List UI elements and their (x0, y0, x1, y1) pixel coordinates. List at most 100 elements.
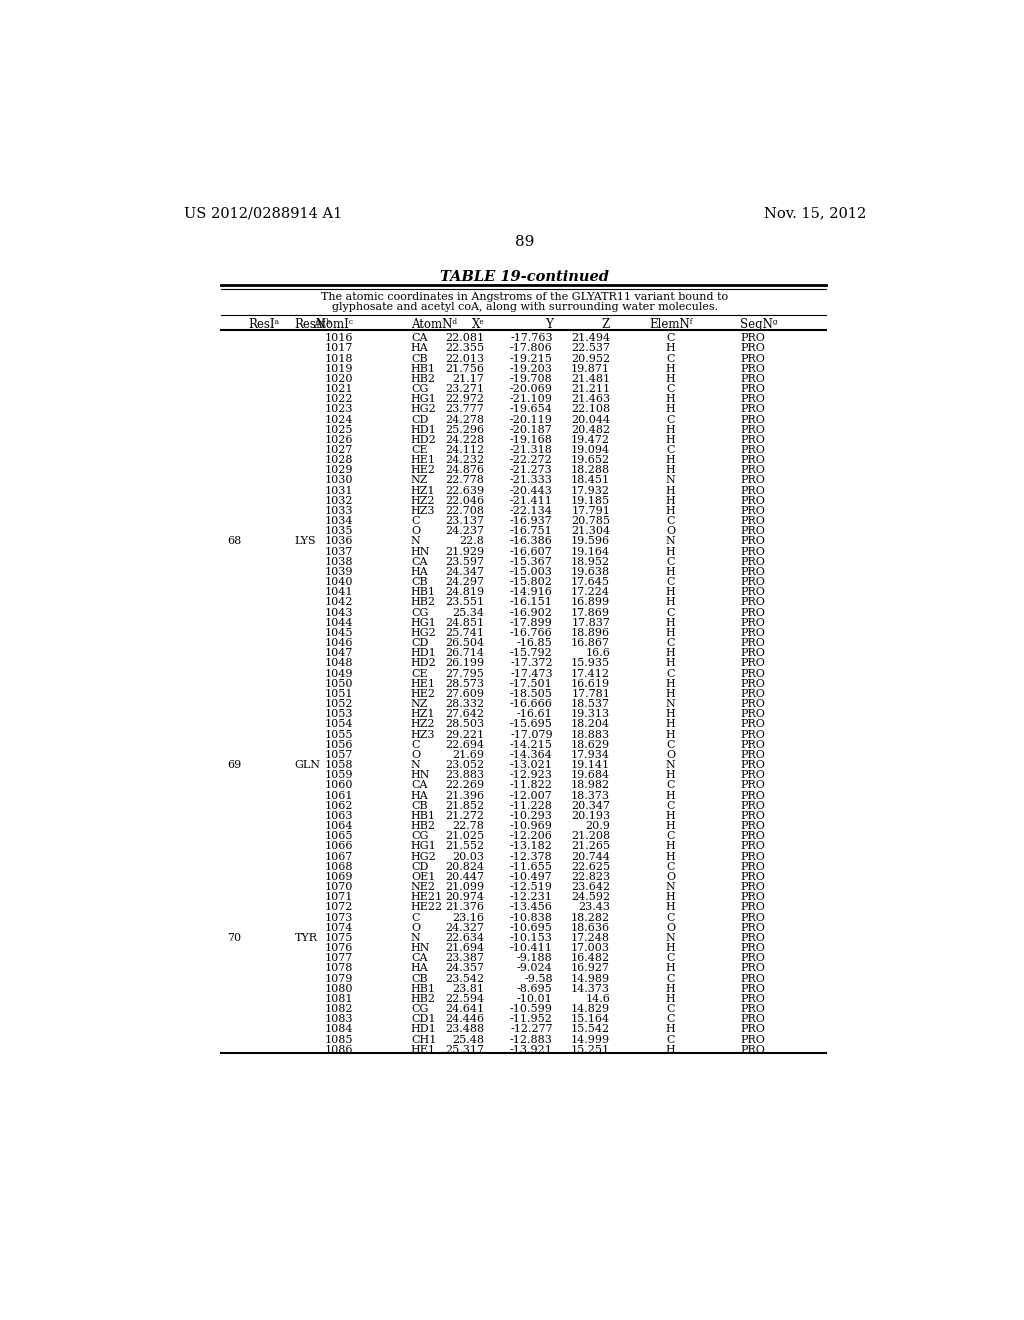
Text: 22.823: 22.823 (571, 873, 610, 882)
Text: CG: CG (411, 384, 428, 393)
Text: 20.447: 20.447 (445, 873, 484, 882)
Text: HE21: HE21 (411, 892, 443, 902)
Text: -15.792: -15.792 (510, 648, 553, 659)
Text: H: H (666, 486, 676, 495)
Text: 21.025: 21.025 (445, 832, 484, 841)
Text: H: H (666, 821, 676, 832)
Text: 19.684: 19.684 (571, 771, 610, 780)
Text: 1072: 1072 (325, 903, 352, 912)
Text: NE2: NE2 (411, 882, 436, 892)
Text: -19.654: -19.654 (510, 404, 553, 414)
Text: 1053: 1053 (325, 709, 352, 719)
Text: H: H (666, 455, 676, 465)
Text: H: H (666, 983, 676, 994)
Text: PRO: PRO (740, 923, 765, 933)
Text: -12.883: -12.883 (510, 1035, 553, 1044)
Text: 1048: 1048 (325, 659, 352, 668)
Text: 22.081: 22.081 (445, 333, 484, 343)
Text: -15.003: -15.003 (510, 568, 553, 577)
Text: 21.852: 21.852 (445, 801, 484, 810)
Text: Nov. 15, 2012: Nov. 15, 2012 (764, 206, 866, 220)
Text: PRO: PRO (740, 404, 765, 414)
Text: 1022: 1022 (325, 395, 352, 404)
Text: HB1: HB1 (411, 810, 436, 821)
Text: N: N (411, 760, 421, 770)
Text: -9.024: -9.024 (517, 964, 553, 973)
Text: 22.537: 22.537 (571, 343, 610, 354)
Text: 1019: 1019 (325, 364, 352, 374)
Text: H: H (666, 496, 676, 506)
Text: 1085: 1085 (325, 1035, 352, 1044)
Text: H: H (666, 374, 676, 384)
Text: PRO: PRO (740, 750, 765, 760)
Text: 19.596: 19.596 (571, 536, 610, 546)
Text: 23.542: 23.542 (445, 974, 484, 983)
Text: -17.806: -17.806 (510, 343, 553, 354)
Text: 17.412: 17.412 (571, 669, 610, 678)
Text: H: H (666, 546, 676, 557)
Text: 1025: 1025 (325, 425, 352, 434)
Text: PRO: PRO (740, 598, 765, 607)
Text: CG: CG (411, 1005, 428, 1014)
Text: CE: CE (411, 445, 427, 455)
Text: -9.58: -9.58 (524, 974, 553, 983)
Text: 24.112: 24.112 (445, 445, 484, 455)
Text: -10.969: -10.969 (510, 821, 553, 832)
Text: 1057: 1057 (325, 750, 352, 760)
Text: 1030: 1030 (325, 475, 352, 486)
Text: 17.248: 17.248 (571, 933, 610, 942)
Text: HE1: HE1 (411, 1044, 436, 1055)
Text: 20.482: 20.482 (571, 425, 610, 434)
Text: -11.228: -11.228 (510, 801, 553, 810)
Text: HE2: HE2 (411, 466, 436, 475)
Text: C: C (411, 912, 420, 923)
Text: N: N (411, 933, 421, 942)
Text: 1077: 1077 (325, 953, 352, 964)
Text: 18.629: 18.629 (571, 739, 610, 750)
Text: 20.9: 20.9 (585, 821, 610, 832)
Text: 17.837: 17.837 (571, 618, 610, 628)
Text: PRO: PRO (740, 953, 765, 964)
Text: PRO: PRO (740, 587, 765, 597)
Text: H: H (666, 628, 676, 638)
Text: C: C (667, 577, 675, 587)
Text: 1018: 1018 (325, 354, 352, 363)
Text: 21.494: 21.494 (571, 333, 610, 343)
Text: C: C (667, 384, 675, 393)
Text: 15.935: 15.935 (571, 659, 610, 668)
Text: C: C (667, 557, 675, 566)
Text: 23.16: 23.16 (453, 912, 484, 923)
Text: PRO: PRO (740, 1044, 765, 1055)
Text: HN: HN (411, 942, 430, 953)
Text: 23.052: 23.052 (445, 760, 484, 770)
Text: -13.456: -13.456 (510, 903, 553, 912)
Text: PRO: PRO (740, 700, 765, 709)
Text: -17.899: -17.899 (510, 618, 553, 628)
Text: PRO: PRO (740, 791, 765, 800)
Text: -19.168: -19.168 (510, 434, 553, 445)
Text: 24.347: 24.347 (445, 568, 484, 577)
Text: CG: CG (411, 832, 428, 841)
Text: N: N (666, 700, 676, 709)
Text: 1073: 1073 (325, 912, 352, 923)
Text: 1049: 1049 (325, 669, 352, 678)
Text: 22.8: 22.8 (460, 536, 484, 546)
Text: -16.61: -16.61 (517, 709, 553, 719)
Text: -19.203: -19.203 (510, 364, 553, 374)
Text: 1084: 1084 (325, 1024, 352, 1035)
Text: -10.411: -10.411 (510, 942, 553, 953)
Text: 1021: 1021 (325, 384, 352, 393)
Text: PRO: PRO (740, 364, 765, 374)
Text: -22.272: -22.272 (510, 455, 553, 465)
Text: 19.313: 19.313 (571, 709, 610, 719)
Text: PRO: PRO (740, 873, 765, 882)
Text: H: H (666, 568, 676, 577)
Text: CD: CD (411, 414, 428, 425)
Text: 16.619: 16.619 (571, 678, 610, 689)
Text: -11.952: -11.952 (510, 1014, 553, 1024)
Text: 1063: 1063 (325, 810, 352, 821)
Text: PRO: PRO (740, 810, 765, 821)
Text: Z: Z (602, 318, 610, 331)
Text: HG1: HG1 (411, 841, 436, 851)
Text: 89: 89 (515, 235, 535, 249)
